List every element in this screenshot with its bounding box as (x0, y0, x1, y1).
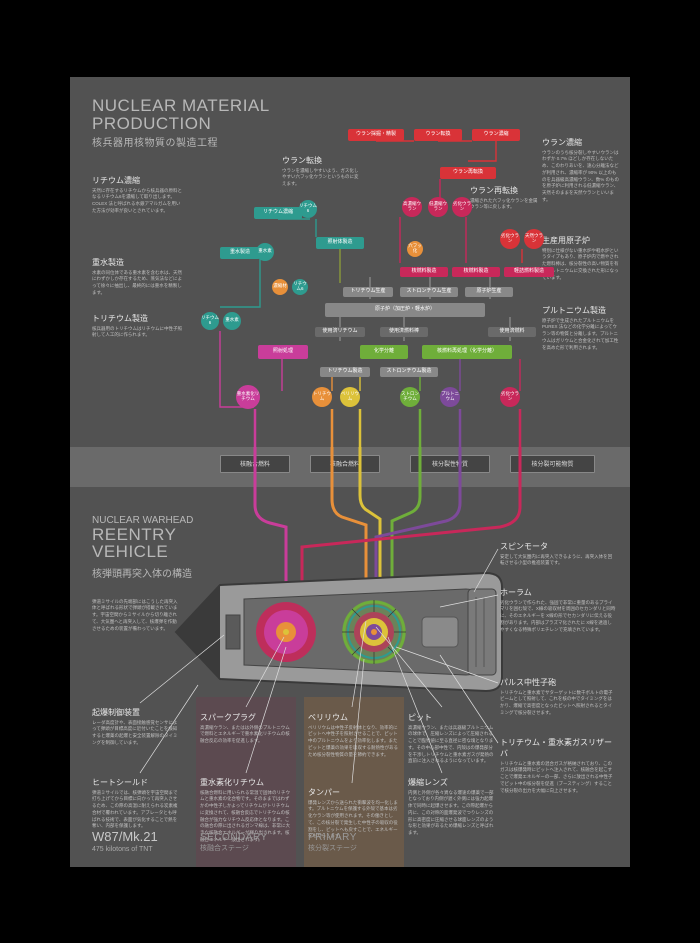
bd: 劣化ウランで作られた、強固で非常に重量のあるプライマリを囲む殻で、X線の吸収材を… (500, 600, 616, 634)
node-18: ストロンチウム製造 (380, 367, 438, 377)
node-4: リチウム濃縮 (254, 207, 302, 219)
hd: スパークプラグ (200, 712, 292, 723)
hd: 重水素化リチウム (200, 777, 292, 788)
bd: 高濃縮ウラン、またはは外側のプルトニウムで燃料とエネルギーで重水素化リチウムの核… (200, 725, 292, 745)
node-15: 化学分離 (360, 345, 408, 359)
node-11: 使用済リチウム (315, 327, 365, 337)
bd: 弾道ミサイルでは、核弾頭を宇宙空間まで打ち上げてから目標に向かって再突入させるた… (92, 790, 180, 831)
s2-right-3: トリチウム・重水素ガスリザーバトリチウムと重水素の混合ガスが格納されており、この… (500, 737, 616, 795)
node-21: 軽詰燃料製造 (504, 267, 554, 277)
hd: ベリリウム (308, 712, 400, 723)
bd: 高濃縮ウラン、または兵器級プルトニウムの球体で、圧縮レンズによって圧縮されること… (408, 725, 496, 766)
circle-13: トリチウム (312, 387, 332, 407)
stage-secondary: SECONDARY 核融合ステージ (200, 832, 268, 853)
node-20: 核燃料製造 (452, 267, 500, 277)
hd: ホーラム (500, 587, 616, 598)
circle-3: 重水素 (223, 312, 241, 330)
footer-model: W87/Mk.21 (92, 829, 158, 844)
node-2: ウラン濃縮 (472, 129, 520, 141)
bd: ベリリウムは中性子反射体となり、効率的にピットへ中性子を照射させることで、ピット… (308, 725, 400, 759)
stage-sec-jp: 核融合ステージ (200, 843, 268, 853)
circle-7: 低濃縮ウラン (428, 197, 448, 217)
bd: トリチウムと重水素でサターゲットに数千ボルトの電子ビームとして照射して、これを核… (500, 690, 616, 717)
stage-primary: PRIMARY 核分裂ステージ (308, 832, 357, 853)
hd: ピット (408, 712, 496, 723)
circle-17: 劣化ウラン (500, 387, 520, 407)
node-1: ウラン転換 (414, 129, 462, 141)
footer-yield: 475 kilotons of TNT (92, 846, 158, 853)
s2-bottom-7: 爆縮レンズ内側と外側が各々異なる爆速の爆薬で一部となっており内側が遅く外側には強… (408, 777, 496, 837)
bd: 内側と外側が各々異なる爆速の爆薬で一部となっており内側が遅く外側には強力起爆体で… (408, 790, 496, 837)
node-16: 核燃料再処理（化学分離） (422, 345, 512, 359)
circle-2: リチウム6 (201, 312, 219, 330)
bd: トリチウムと重水素の混合ガスが格納されており、このガスは核爆発時にピットへ注入さ… (500, 761, 616, 795)
circle-6: 高濃縮ウラン (402, 197, 422, 217)
node-7: トリチウム生産 (343, 287, 393, 297)
circle-9: 劣化ウラン (500, 229, 520, 249)
hd: 爆縮レンズ (408, 777, 496, 788)
s2-bottom-2: スパークプラグ高濃縮ウラン、またはは外側のプルトニウムで燃料とエネルギーで重水素… (200, 712, 292, 745)
poster-root: NUCLEAR MATERIAL PRODUCTION 核兵器用核物質の製造工程… (70, 77, 630, 867)
node-14: 照射処理 (258, 345, 308, 359)
circle-1: 重水素 (256, 243, 274, 261)
circle-15: ストロンチウム (400, 387, 420, 407)
hd: スピンモータ (500, 541, 616, 552)
node-19: 核燃料製造 (400, 267, 448, 277)
node-8: ストロンチウム生産 (400, 287, 458, 297)
circle-14: ベリリウム (340, 387, 360, 407)
circle-10: 天然ウラン (524, 229, 544, 249)
s2-bottom-0: 起爆制御装置レーダ高度計や、表面接触感覚センサによって弾頭が目標高度に近付いたこ… (92, 707, 180, 747)
section-reentry: NUCLEAR WARHEAD REENTRY VEHICLE 核弾頭再突入体の… (70, 487, 630, 867)
section-production: NUCLEAR MATERIAL PRODUCTION 核兵器用核物質の製造工程… (70, 77, 630, 447)
node-6: 照射体製造 (316, 237, 364, 249)
s2-right-0: スピンモータ安定して大気圏内に再突入できるように、再突入体を回転させる小型の推進… (500, 541, 616, 568)
hd: 起爆制御装置 (92, 707, 180, 718)
footer: W87/Mk.21 475 kilotons of TNT (92, 829, 158, 853)
bd: レーダ高度計や、表面接触感覚センサによって弾頭が目標高度に近付いたことを検知する… (92, 720, 180, 747)
s2-bottom-6: ピット高濃縮ウラン、または兵器級プルトニウムの球体で、圧縮レンズによって圧縮され… (408, 712, 496, 766)
node-3: ウラン再転換 (440, 167, 496, 179)
node-17: トリチウム製造 (320, 367, 370, 377)
hd: タンパー (308, 787, 400, 798)
node-13: 使用済燃料 (488, 327, 536, 337)
node-5: 重水製造 (220, 247, 260, 259)
bd: 安定して大気圏内に再突入できるように、再突入体を回転させる小型の推進装置です。 (500, 554, 616, 568)
circle-4: 濃縮材 (272, 279, 288, 295)
circle-11: 六フッ化 (407, 241, 423, 257)
hd: パルス中性子砲 (500, 677, 616, 688)
node-12: 使用済燃料棒 (380, 327, 428, 337)
stage-pri-en: PRIMARY (308, 832, 357, 843)
hd: トリチウム・重水素ガスリザーバ (500, 737, 616, 759)
s2-bottom-1: ヒートシールド弾道ミサイルでは、核弾頭を宇宙空間まで打ち上げてから目標に向かって… (92, 777, 180, 831)
circle-5: リチウム6 (292, 279, 308, 295)
circle-12: 重水素化リチウム (236, 385, 260, 409)
node-9: 原子炉生産 (465, 287, 513, 297)
circle-0: リチウム6 (299, 200, 317, 218)
s2-right-2: パルス中性子砲トリチウムと重水素でサターゲットに数千ボルトの電子ビームとして照射… (500, 677, 616, 717)
hd: ヒートシールド (92, 777, 180, 788)
stage-sec-en: SECONDARY (200, 832, 268, 843)
s2-bottom-4: ベリリウムベリリウムは中性子反射体となり、効率的にピットへ中性子を照射させること… (308, 712, 400, 759)
circle-16: プルトニウム (440, 387, 460, 407)
stage-pri-jp: 核分裂ステージ (308, 843, 357, 853)
s2-right-1: ホーラム劣化ウランで作られた、強固で非常に重量のあるプライマリを囲む殻で、X線の… (500, 587, 616, 634)
node-10: 原子炉（加圧炉・軽水炉） (325, 303, 485, 317)
node-0: ウラン採掘・精製 (348, 129, 404, 141)
circle-8: 劣化ウラン (452, 197, 472, 217)
